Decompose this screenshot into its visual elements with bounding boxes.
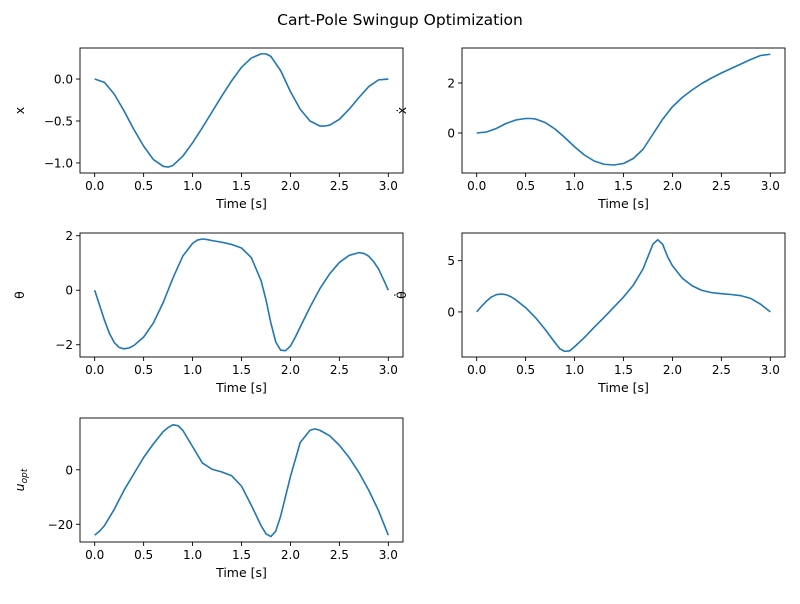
x-tick-label-u_opt-2: 1.0 <box>183 548 202 562</box>
y-tick-label-theta-1: 0 <box>65 284 73 298</box>
x-tick-label-theta-5: 2.5 <box>330 363 349 377</box>
x-tick-label-xdot-1: 0.5 <box>516 179 535 193</box>
y-axis-label-subscript-u_opt: opt <box>20 468 30 483</box>
y-tick-label-u_opt-0: 0 <box>65 463 73 477</box>
x-tick-label-theta-0: 0.0 <box>85 363 104 377</box>
figure-title: Cart-Pole Swingup Optimization <box>277 11 523 29</box>
x-tick-label-x-1: 0.5 <box>134 179 153 193</box>
x-tick-label-xdot-4: 2.0 <box>663 179 682 193</box>
subplot-theta: 0.0 0.5 1.0 1.5 2.0 2.5 3.0 2 0 −2 Time [s] θ <box>12 229 404 395</box>
series-line-u_opt <box>94 424 390 538</box>
series-line-theta <box>93 238 390 352</box>
x-axis-label-theta: Time [s] <box>215 380 267 395</box>
y-axis-label-x: x <box>12 107 27 114</box>
y-tick-label-x-1: −0.5 <box>44 114 73 128</box>
x-tick-label-theta-2: 1.0 <box>183 363 202 377</box>
y-axis-label-u_opt: uopt <box>12 468 30 491</box>
y-tick-label-theta-2: −2 <box>55 338 73 352</box>
x-tick-label-u_opt-5: 2.5 <box>330 548 349 562</box>
x-tick-label-theta-3: 1.5 <box>232 363 251 377</box>
y-tick-label-xdot-0: 0 <box>447 127 455 141</box>
x-tick-label-xdot-2: 1.0 <box>565 179 584 193</box>
x-tick-label-theta-4: 2.0 <box>281 363 300 377</box>
y-tick-label-u_opt-1: −20 <box>48 518 73 532</box>
x-tick-label-x-3: 1.5 <box>232 179 251 193</box>
x-tick-label-xdot-3: 1.5 <box>614 179 633 193</box>
series-line-thetadot <box>476 238 771 353</box>
x-tick-label-thetadot-4: 2.0 <box>663 363 682 377</box>
x-tick-label-x-0: 0.0 <box>85 179 104 193</box>
series-line-x <box>94 53 389 168</box>
x-axis-label-thetadot: Time [s] <box>597 380 649 395</box>
x-tick-label-thetadot-0: 0.0 <box>467 363 486 377</box>
y-tick-label-x-0: 0.0 <box>54 73 73 87</box>
x-tick-label-thetadot-6: 3.0 <box>761 363 780 377</box>
x-tick-label-thetadot-2: 1.0 <box>565 363 584 377</box>
x-tick-label-xdot-5: 2.5 <box>712 179 731 193</box>
x-tick-label-xdot-6: 3.0 <box>761 179 780 193</box>
y-tick-label-xdot-1: 2 <box>447 77 455 91</box>
y-tick-label-thetadot-0: 5 <box>447 254 455 268</box>
x-tick-label-theta-1: 0.5 <box>134 363 153 377</box>
y-axis-label-thetadot: θ̇ <box>394 291 409 299</box>
x-tick-label-x-6: 3.0 <box>379 179 398 193</box>
x-tick-label-u_opt-1: 0.5 <box>134 548 153 562</box>
y-axis-label-main-u_opt: u <box>12 483 27 491</box>
y-tick-label-x-2: −1.0 <box>44 156 73 170</box>
x-tick-label-x-4: 2.0 <box>281 179 300 193</box>
y-tick-label-thetadot-1: 0 <box>447 305 455 319</box>
x-tick-label-x-2: 1.0 <box>183 179 202 193</box>
x-tick-label-xdot-0: 0.0 <box>467 179 486 193</box>
x-tick-label-u_opt-4: 2.0 <box>281 548 300 562</box>
y-tick-label-theta-0: 2 <box>65 229 73 243</box>
x-tick-label-u_opt-3: 1.5 <box>232 548 251 562</box>
x-tick-label-thetadot-5: 2.5 <box>712 363 731 377</box>
subplot-thetadot: 0.0 0.5 1.0 1.5 2.0 2.5 3.0 5 0 Time [s] θ̇ <box>394 232 786 395</box>
series-line-xdot <box>476 53 771 166</box>
subplot-u_opt: 0.0 0.5 1.0 1.5 2.0 2.5 3.0 0 −20 Time [s] uopt <box>12 417 404 580</box>
x-tick-label-u_opt-6: 3.0 <box>379 548 398 562</box>
y-axis-label-theta: θ <box>12 291 27 299</box>
x-axis-label-u_opt: Time [s] <box>215 565 267 580</box>
x-tick-label-x-5: 2.5 <box>330 179 349 193</box>
x-tick-label-thetadot-1: 0.5 <box>516 363 535 377</box>
y-axis-label-xdot: ẋ <box>394 107 409 114</box>
x-tick-label-u_opt-0: 0.0 <box>85 548 104 562</box>
x-tick-label-thetadot-3: 1.5 <box>614 363 633 377</box>
x-axis-label-xdot: Time [s] <box>597 196 649 211</box>
subplot-xdot: 0.0 0.5 1.0 1.5 2.0 2.5 3.0 0 2 Time [s] ẋ <box>394 47 786 211</box>
x-tick-label-theta-6: 3.0 <box>379 363 398 377</box>
subplot-x: 0.0 0.5 1.0 1.5 2.0 2.5 3.0 0.0 −0.5 −1.0 Time [s]… <box>12 47 404 211</box>
x-axis-label-x: Time [s] <box>215 196 267 211</box>
